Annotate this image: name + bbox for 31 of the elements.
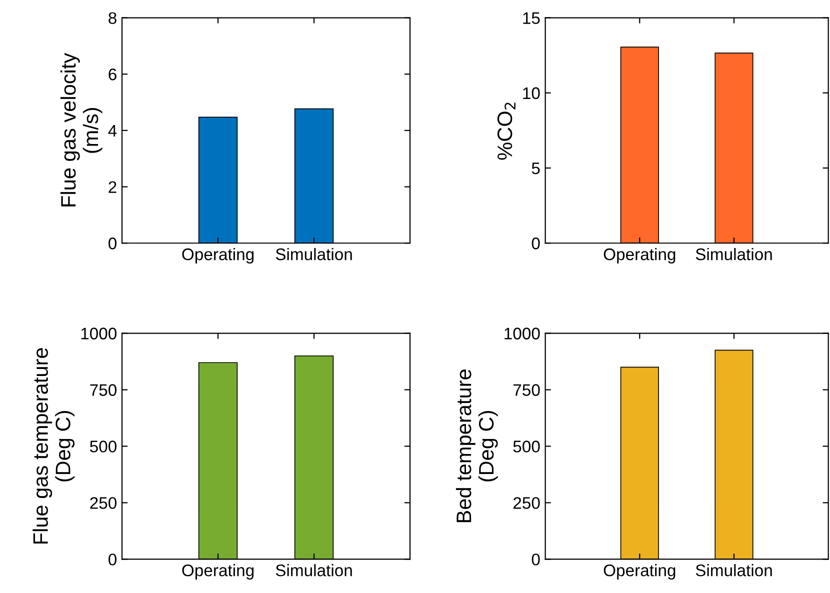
y-axis-title: Flue gas velocity (m/s) xyxy=(60,52,102,206)
x-tick-label: Simulation xyxy=(696,248,772,260)
y-tick-label: 5 xyxy=(532,162,540,174)
y-tick-label: 6 xyxy=(108,68,116,80)
x-tick-label: Operating xyxy=(604,564,676,580)
y-tick-label: 15 xyxy=(523,12,540,24)
y-tick-label: 1000 xyxy=(81,328,116,340)
x-tick-label: Operating xyxy=(182,248,254,264)
y-tick-label: 8 xyxy=(108,12,116,24)
x-tick-label: Simulation xyxy=(276,564,352,576)
y-tick-label: 1000 xyxy=(504,328,540,340)
y-tick-label: 2 xyxy=(108,181,116,193)
y-tick-label: 750 xyxy=(514,384,540,396)
y-tick-label: 500 xyxy=(90,440,116,452)
y-tick-label: 750 xyxy=(90,384,116,396)
x-tick-label: Simulation xyxy=(276,248,352,260)
y-tick-label: 0 xyxy=(108,554,116,566)
y-axis-title: Bed temperature (Deg C) xyxy=(456,370,498,522)
y-tick-label: 0 xyxy=(108,238,116,250)
y-tick-label: 0 xyxy=(532,238,540,250)
y-tick-label: 0 xyxy=(532,554,540,566)
y-tick-label: 4 xyxy=(108,125,117,136)
y-tick-label: 250 xyxy=(90,497,116,509)
x-tick-label: Operating xyxy=(604,248,676,264)
y-tick-label: 10 xyxy=(523,87,540,100)
y-tick-label: 250 xyxy=(513,497,540,509)
y-axis-title: %CO$_{2}$ xyxy=(497,102,516,160)
y-axis-title: Flue gas temperature (Deg C) xyxy=(32,348,75,544)
x-tick-label: Simulation xyxy=(696,564,772,576)
x-tick-label: Operating xyxy=(182,564,254,580)
y-tick-label: 500 xyxy=(513,440,540,452)
